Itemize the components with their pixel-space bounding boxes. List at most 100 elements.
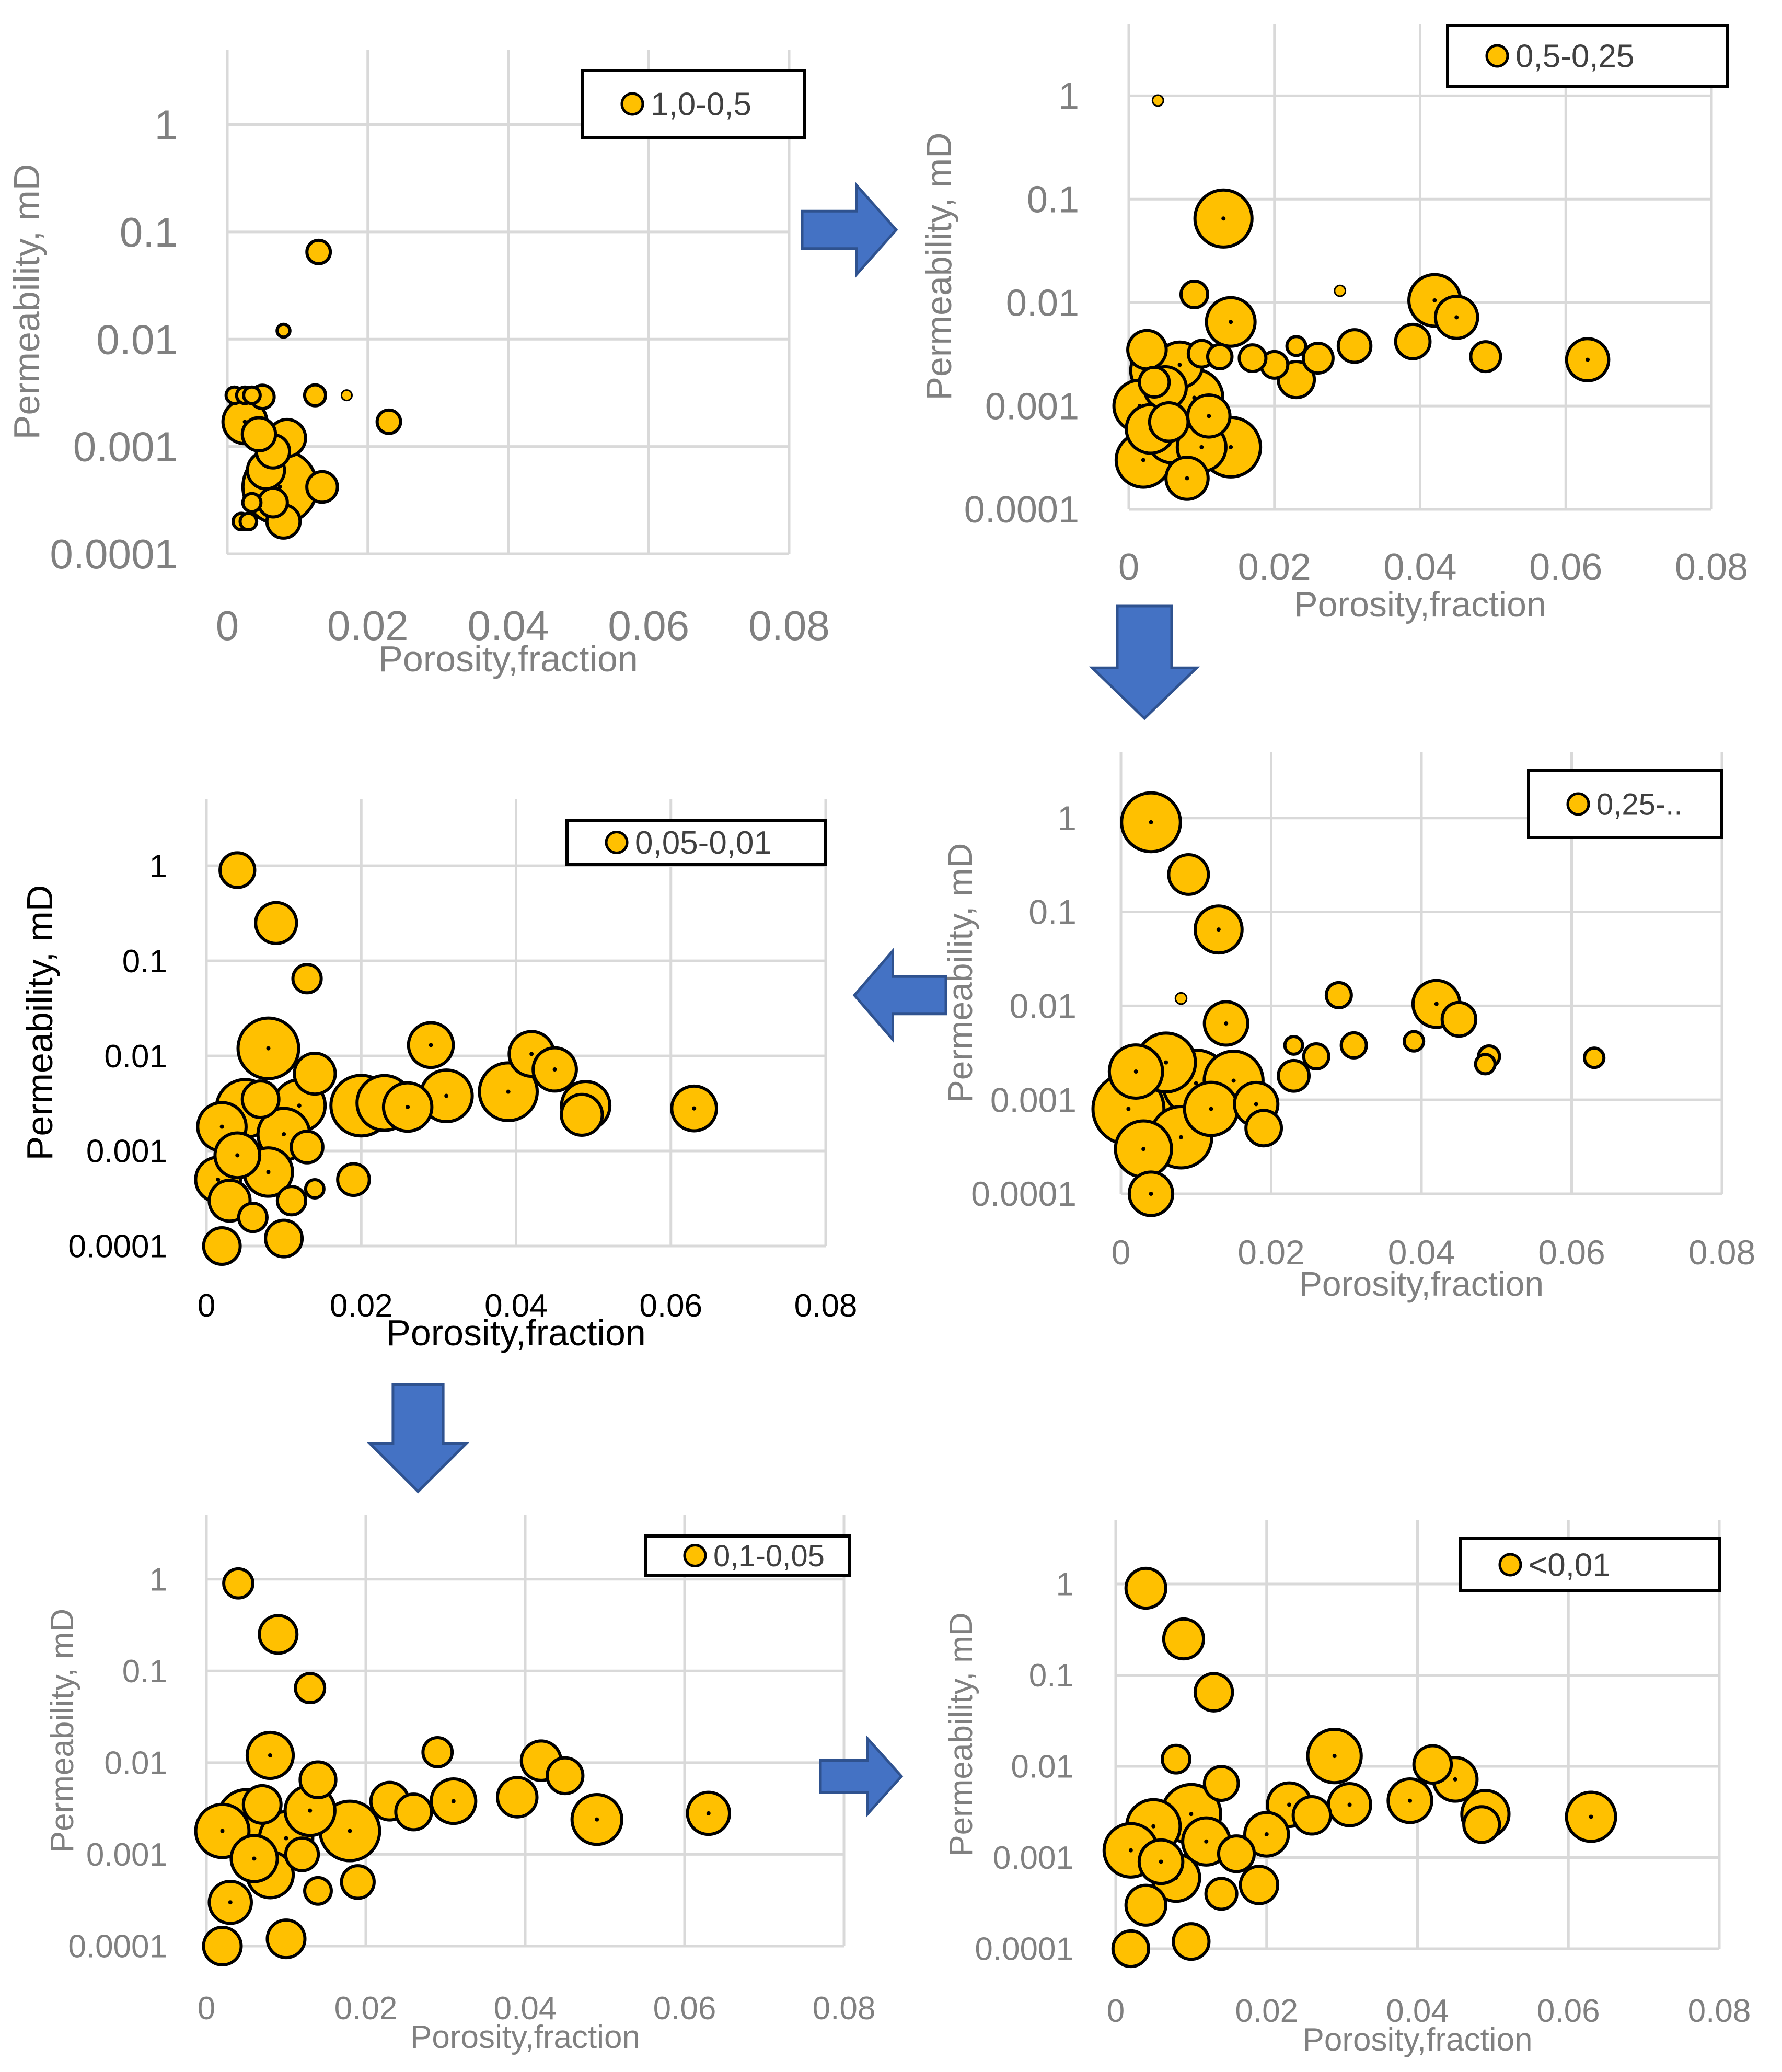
- x-tick-label: 0.02: [1235, 1993, 1298, 2029]
- charts-layer: 1 0.1 0.01 0.001 0.0001 0 0.02 0.04 0.06 0.08 Poro…: [6, 24, 1755, 2058]
- bubble-center-dot: [1128, 1848, 1133, 1853]
- legend-label: 0,05-0,01: [635, 825, 772, 861]
- x-tick-label: 0.08: [1675, 546, 1748, 588]
- x-tick-label: 0.04: [484, 1288, 548, 1324]
- y-tick-label: 0.1: [1029, 1658, 1074, 1694]
- x-tick-label: 0.06: [1537, 1993, 1600, 2029]
- bubble-point: [305, 470, 339, 504]
- bubble-center-dot: [429, 1043, 433, 1047]
- y-tick-label: 0.001: [73, 424, 178, 470]
- bubble-center-dot: [1159, 1859, 1163, 1864]
- y-axis-title: Permeability, mD: [943, 1612, 979, 1856]
- bubble-center-dot: [220, 1829, 225, 1833]
- x-axis-title: Porosity,fraction: [1294, 585, 1546, 624]
- bubble-center-dot: [529, 1052, 534, 1056]
- bubble-series: [1102, 1566, 1617, 1969]
- bubble-series: [1112, 94, 1611, 501]
- bubble-point: [1440, 1000, 1478, 1038]
- bubble-point: [1339, 1031, 1368, 1060]
- legend-marker: [620, 92, 644, 116]
- bubble-point: [275, 1185, 308, 1217]
- x-tick-label: 0.06: [653, 1990, 716, 2027]
- bubble-point: [238, 511, 259, 532]
- bubble-center-dot: [216, 1177, 221, 1182]
- bubble-center-dot: [1149, 820, 1153, 824]
- legend-marker: [1485, 44, 1509, 68]
- x-tick-label: 0.06: [608, 602, 689, 649]
- y-tick-label: 0.001: [993, 1840, 1074, 1876]
- bubble-point: [1148, 401, 1190, 443]
- y-tick-label: 1: [149, 1562, 167, 1598]
- y-tick-label: 0.001: [990, 1080, 1077, 1119]
- legend-label: 0,25-..: [1596, 787, 1682, 821]
- bubble-center-dot: [1229, 445, 1233, 449]
- bubble-point: [1202, 1765, 1240, 1802]
- x-tick-label: 0.08: [813, 1990, 876, 2027]
- x-tick-label: 0.04: [494, 1990, 557, 2027]
- y-tick-label: 0.01: [1011, 1749, 1074, 1785]
- legend-marker: [1498, 1553, 1522, 1577]
- bubble-point: [1161, 1743, 1191, 1775]
- x-axis-title: Porosity,fraction: [1303, 2022, 1533, 2058]
- bubble-center-dot: [552, 1067, 557, 1072]
- bubble-center-dot: [406, 1104, 410, 1109]
- bubble-point: [1204, 1877, 1239, 1911]
- chart-panel-2: 1 0.1 0.01 0.001 0.0001 0 0.02 0.04 0.06 0.08 Poro…: [919, 24, 1748, 624]
- bubble-center-dot: [268, 1753, 272, 1757]
- y-tick-label: 0.01: [104, 1745, 167, 1782]
- bubble-point: [1277, 1058, 1311, 1093]
- y-tick-label: 0.01: [104, 1039, 167, 1075]
- bubble-center-dot: [1185, 476, 1189, 481]
- bubble-point: [1583, 1046, 1606, 1069]
- legend: 0,05-0,01: [565, 819, 827, 866]
- bubble-point: [1301, 342, 1335, 375]
- bubble-point: [421, 1736, 454, 1768]
- bubble-point: [1394, 322, 1432, 360]
- bubble-point: [222, 1567, 254, 1600]
- legend-box: [581, 69, 806, 139]
- y-tick-label: 0.001: [86, 1837, 167, 1873]
- flow-arrow-left: [852, 947, 947, 1043]
- x-tick-label: 0.08: [1688, 1233, 1755, 1272]
- bubble-center-dot: [1224, 1021, 1229, 1026]
- bubble-point: [240, 1079, 281, 1120]
- bubble-point: [375, 408, 402, 435]
- legend: 0,25-..: [1527, 769, 1723, 839]
- y-tick-label: 0.0001: [971, 1174, 1077, 1213]
- bubble-center-dot: [1264, 1832, 1269, 1836]
- bubble-point: [275, 322, 292, 339]
- y-tick-label: 0.01: [1006, 282, 1079, 324]
- bubble-point: [1283, 1034, 1304, 1056]
- bubble-center-dot: [1149, 1192, 1153, 1196]
- x-tick-label: 0.08: [748, 602, 830, 649]
- flow-arrows: [366, 182, 1200, 1818]
- legend-label: 0,1-0,05: [713, 1539, 825, 1573]
- x-tick-label: 0.08: [794, 1288, 858, 1324]
- bubble-point: [241, 1784, 283, 1825]
- x-tick-label: 0.02: [1238, 546, 1311, 588]
- bubble-point: [560, 1092, 604, 1137]
- bubble-center-dot: [595, 1817, 599, 1822]
- bubble-point: [1179, 280, 1209, 309]
- y-tick-label: 0.001: [985, 386, 1079, 427]
- bubble-center-dot: [1133, 1069, 1138, 1074]
- bubble-center-dot: [1141, 458, 1145, 462]
- bubble-point: [257, 486, 289, 519]
- bubble-point: [1403, 1030, 1426, 1053]
- bubble-center-dot: [1347, 1802, 1352, 1807]
- bubble-point: [258, 1614, 299, 1655]
- bubble-center-dot: [451, 1799, 456, 1803]
- bubble-series: [194, 851, 719, 1266]
- bubble-center-dot: [297, 1103, 302, 1108]
- bubble-point: [240, 416, 277, 452]
- y-tick-label: 0.001: [86, 1134, 167, 1170]
- bubble-point: [298, 1760, 338, 1799]
- bubble-point: [241, 492, 263, 514]
- bubble-center-dot: [1179, 1135, 1183, 1139]
- bubble-center-dot: [1453, 1777, 1457, 1782]
- bubble-center-dot: [1177, 363, 1182, 367]
- legend-marker: [1566, 792, 1590, 816]
- x-tick-label: 0.06: [1538, 1233, 1605, 1272]
- x-tick-label: 0.04: [1388, 1233, 1455, 1272]
- legend-box: [644, 1534, 851, 1577]
